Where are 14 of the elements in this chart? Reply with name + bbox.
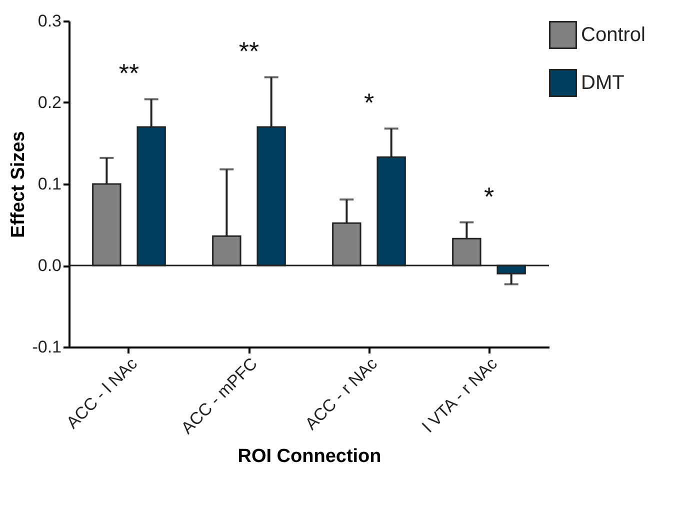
annotation: * [364,88,374,118]
y-tick-label: 0.2 [38,93,62,112]
legend-label: Control [581,24,646,46]
x-tick-label: l VTA - r NAc [419,354,502,436]
y-tick-label: 0.0 [38,256,62,275]
y-axis-title: Effect Sizes [8,131,30,238]
annotation: ** [238,36,260,66]
y-tick-label: 0.1 [38,174,62,194]
y-tick-label: -0.1 [32,338,62,356]
annotation: * [484,181,494,212]
legend-label: DMT [581,72,624,94]
y-tick-label: 0.3 [38,12,62,30]
annotation: ** [118,58,140,88]
x-axis-title: ROI Connection [238,446,382,467]
